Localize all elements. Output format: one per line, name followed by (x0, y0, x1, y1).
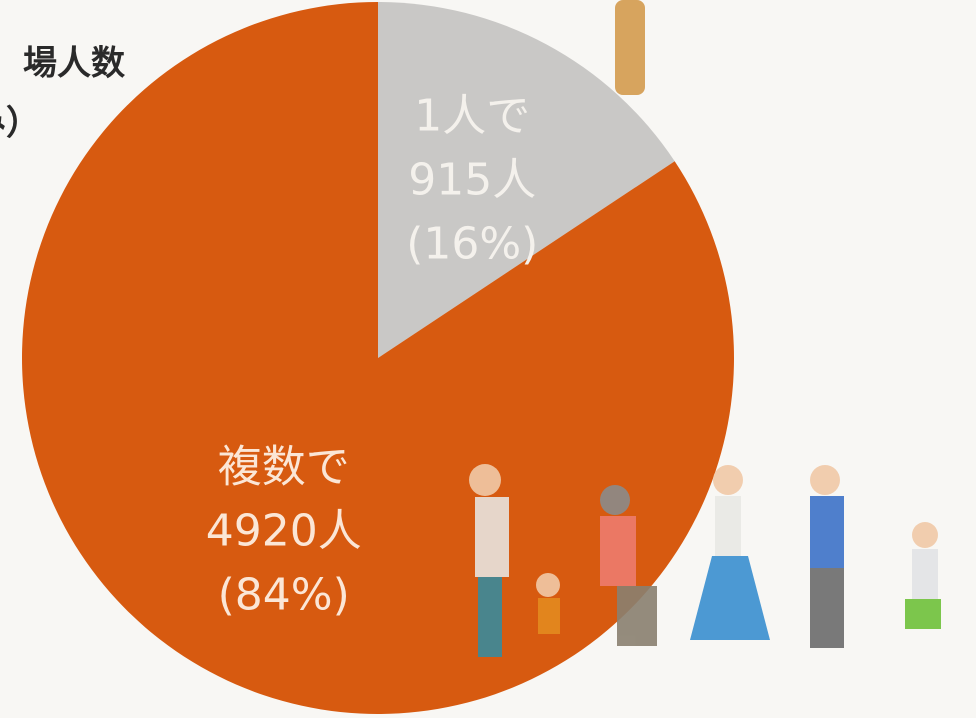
title-line: み） (0, 104, 40, 144)
pie (21, 2, 735, 714)
value-label: 4920人 (206, 506, 362, 557)
slice-label: 1人で (414, 90, 530, 141)
title-line: 場人数 (23, 44, 125, 84)
percent-label: (84%) (218, 570, 350, 621)
pie-slice (378, 2, 675, 358)
percent-label: (16%) (406, 218, 538, 269)
pie-slice (21, 2, 735, 714)
illustration (469, 0, 941, 657)
value-label: 915人 (408, 154, 536, 205)
slice-label: 複数で (218, 442, 350, 493)
